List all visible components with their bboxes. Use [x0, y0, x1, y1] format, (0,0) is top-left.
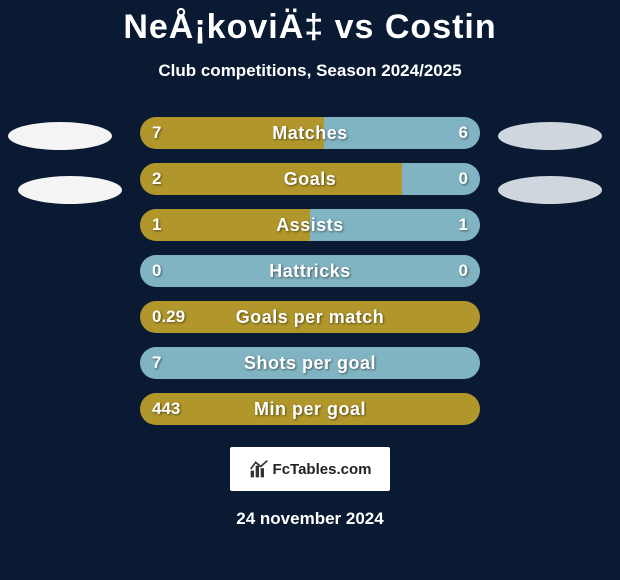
- bar-segment-left: [140, 117, 324, 149]
- value-right: 0: [459, 163, 468, 195]
- value-left: 1: [152, 209, 161, 241]
- bar-segment-right: [402, 163, 480, 195]
- value-left: 2: [152, 163, 161, 195]
- value-left: 443: [152, 393, 180, 425]
- bar-segment-left: [140, 393, 480, 425]
- oval-2: [498, 122, 602, 150]
- bar-segment-left: [140, 301, 480, 333]
- stat-row-matches: 76Matches: [140, 117, 480, 149]
- fctables-logo: FcTables.com: [230, 447, 390, 491]
- value-right: 6: [459, 117, 468, 149]
- date: 24 november 2024: [0, 509, 620, 529]
- value-right: 1: [459, 209, 468, 241]
- stat-row-goals: 20Goals: [140, 163, 480, 195]
- bar-segment-left: [140, 163, 402, 195]
- bar-track: [140, 255, 480, 287]
- bar-track: [140, 301, 480, 333]
- page-title: NeÅ¡koviÄ‡ vs Costin: [0, 0, 620, 47]
- oval-3: [498, 176, 602, 204]
- value-left: 0: [152, 255, 161, 287]
- bar-track: [140, 393, 480, 425]
- bar-segment-left: [140, 347, 480, 379]
- logo-text: FcTables.com: [273, 461, 372, 478]
- chart-icon: [249, 459, 269, 479]
- bar-track: [140, 347, 480, 379]
- bar-track: [140, 163, 480, 195]
- stat-row-shots-per-goal: 7Shots per goal: [140, 347, 480, 379]
- bar-segment-right: [310, 209, 480, 241]
- bar-segment-right: [324, 117, 480, 149]
- value-right: 0: [459, 255, 468, 287]
- value-left: 0.29: [152, 301, 185, 333]
- oval-1: [18, 176, 122, 204]
- bar-segment-left: [140, 209, 310, 241]
- stats-bars: 76Matches20Goals11Assists00Hattricks0.29…: [0, 117, 620, 425]
- oval-0: [8, 122, 112, 150]
- stat-row-goals-per-match: 0.29Goals per match: [140, 301, 480, 333]
- bar-segment-left: [140, 255, 310, 287]
- value-left: 7: [152, 347, 161, 379]
- bar-segment-right: [310, 255, 480, 287]
- bar-track: [140, 117, 480, 149]
- bar-track: [140, 209, 480, 241]
- subtitle: Club competitions, Season 2024/2025: [0, 61, 620, 81]
- stat-row-hattricks: 00Hattricks: [140, 255, 480, 287]
- value-left: 7: [152, 117, 161, 149]
- stat-row-min-per-goal: 443Min per goal: [140, 393, 480, 425]
- stat-row-assists: 11Assists: [140, 209, 480, 241]
